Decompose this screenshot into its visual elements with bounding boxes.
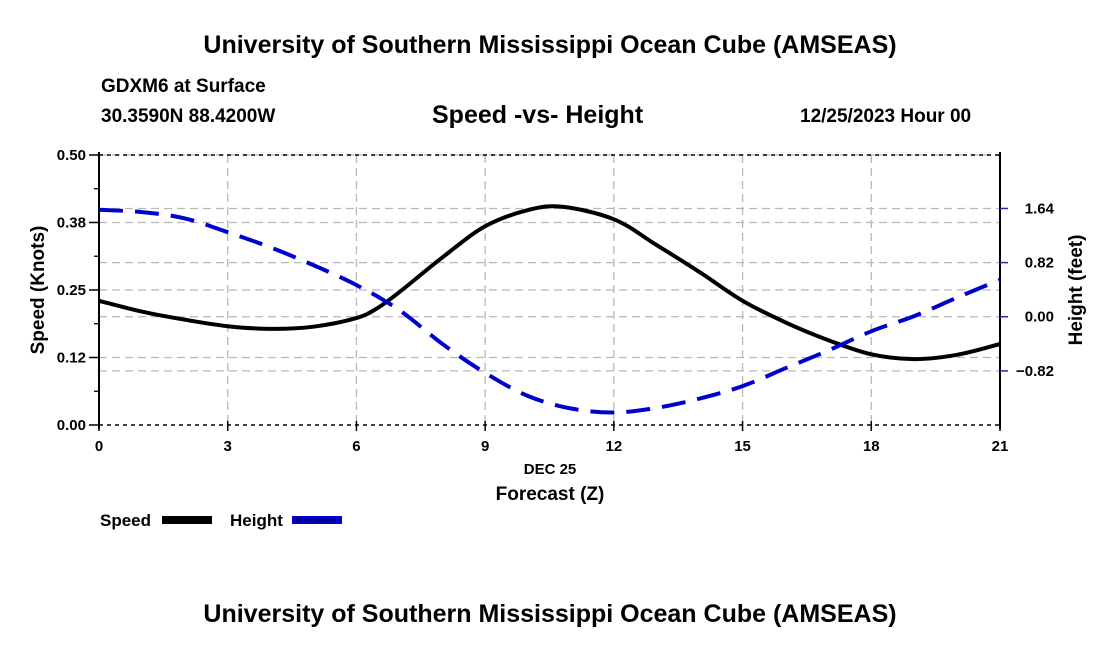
- x-tick-label: 15: [734, 438, 751, 455]
- y-tick-label: 0.25: [57, 282, 86, 299]
- y-tick-label: 0.12: [57, 350, 86, 367]
- x-tick-label: 18: [863, 438, 880, 455]
- legend-label-height: Height: [230, 511, 283, 530]
- legend-swatch-speed: [162, 516, 212, 524]
- page-title-bottom: University of Southern Mississippi Ocean…: [203, 600, 897, 628]
- chart-title: Speed -vs- Height: [432, 101, 644, 129]
- x-tick-label: 9: [481, 438, 489, 455]
- y2-tick-label: −0.82: [1016, 363, 1054, 380]
- series-line-height: [98, 207, 1001, 415]
- y-tick-label: 0.50: [57, 147, 86, 164]
- x-tick-label: 6: [352, 438, 360, 455]
- legend-label-speed: Speed: [100, 511, 151, 530]
- axis-ticks: 0 3 6 9 12 15 18 21 0.00 0.12 0.25 0.38 0.50 −0.82 0.0…: [57, 147, 1055, 455]
- series-line-speed: [98, 204, 1001, 362]
- location-label: 30.3590N 88.4200W: [101, 106, 276, 127]
- x-tick-label: 0: [95, 438, 103, 455]
- x-tick-label: 21: [992, 438, 1009, 455]
- datetime-label: 12/25/2023 Hour 00: [800, 106, 972, 127]
- grid-lines: [99, 154, 1000, 425]
- y2-axis-title: Height (feet): [1066, 235, 1087, 346]
- x-tick-label: 12: [606, 438, 623, 455]
- y-tick-label: 0.38: [57, 215, 86, 232]
- y2-tick-label: 0.82: [1025, 255, 1054, 272]
- x-axis-date-label: DEC 25: [524, 461, 577, 478]
- y2-tick-label: 1.64: [1025, 200, 1055, 217]
- y-tick-label: 0.00: [57, 417, 86, 434]
- y-axis-title: Speed (Knots): [28, 226, 49, 355]
- page-title-top: University of Southern Mississippi Ocean…: [203, 31, 897, 59]
- x-tick-label: 3: [224, 438, 232, 455]
- axis-labels: DEC 25 Forecast (Z) Speed (Knots) Height…: [28, 226, 1087, 505]
- x-axis-title: Forecast (Z): [496, 484, 605, 505]
- y2-tick-label: 0.00: [1025, 309, 1054, 326]
- legend: Speed Height: [100, 511, 342, 530]
- station-label: GDXM6 at Surface: [101, 76, 266, 97]
- series-lines: [98, 204, 1001, 415]
